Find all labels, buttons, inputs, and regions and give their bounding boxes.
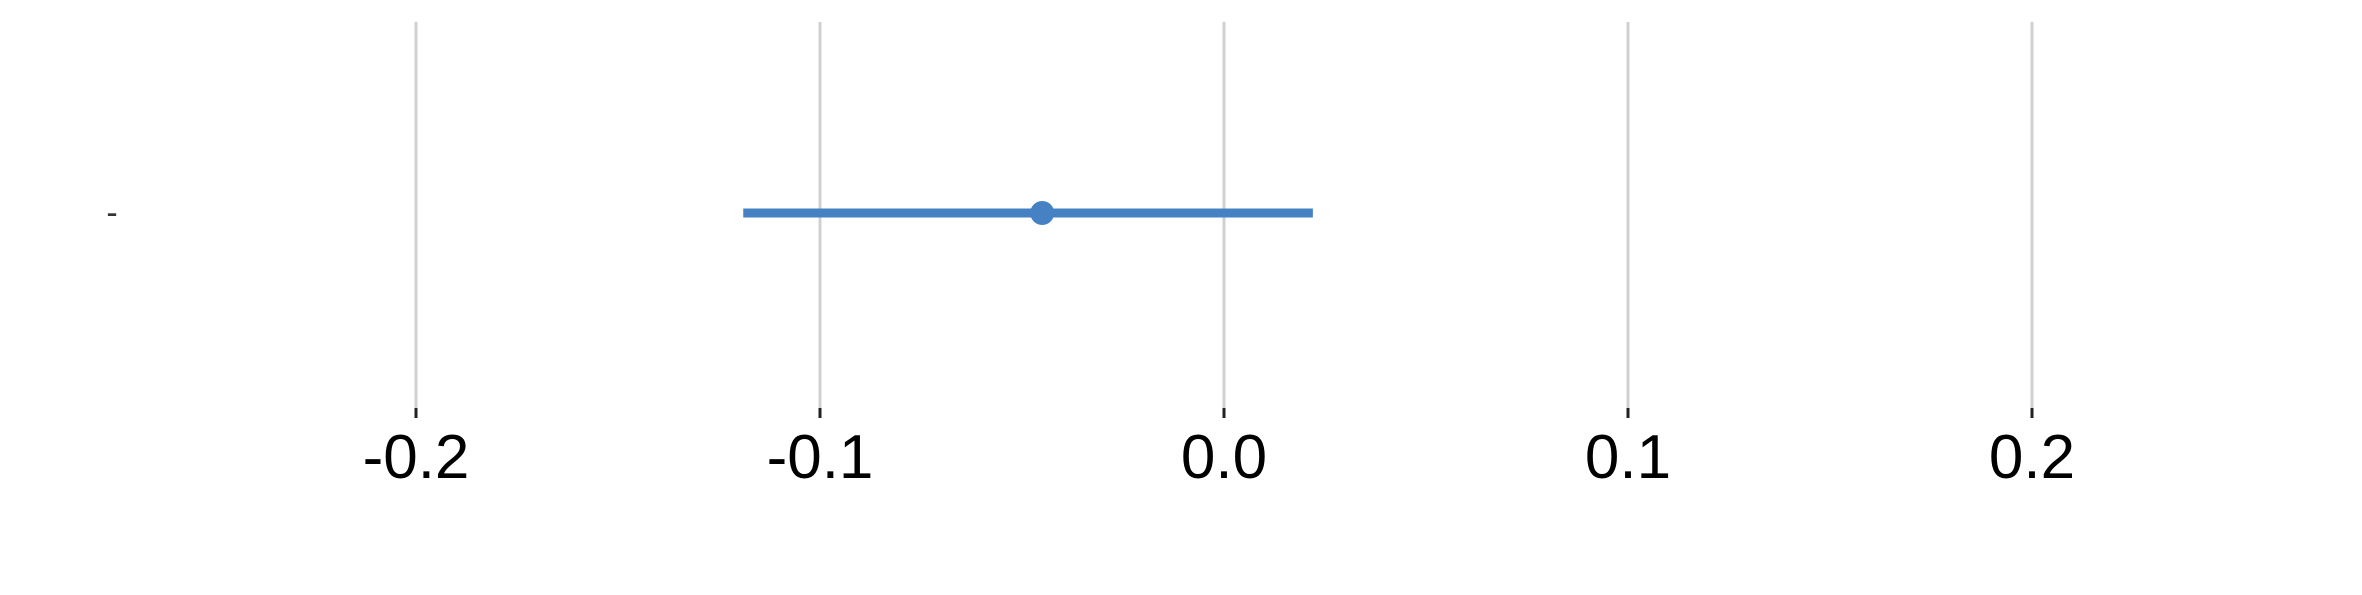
estimates xyxy=(743,201,1313,225)
row-label: - xyxy=(106,194,117,232)
x-axis-ticks xyxy=(414,408,2034,418)
x-tick-label: 0.0 xyxy=(1181,423,1267,492)
x-tick-label: 0.1 xyxy=(1585,423,1671,492)
x-tick-label: -0.1 xyxy=(767,423,874,492)
point-estimate xyxy=(1030,201,1055,225)
x-tick-label: -0.2 xyxy=(363,423,470,492)
x-axis-tick-labels: -0.2 -0.1 0.0 0.1 0.2 xyxy=(363,423,2076,492)
row-labels: - xyxy=(106,194,117,232)
x-tick-label: 0.2 xyxy=(1989,423,2075,492)
